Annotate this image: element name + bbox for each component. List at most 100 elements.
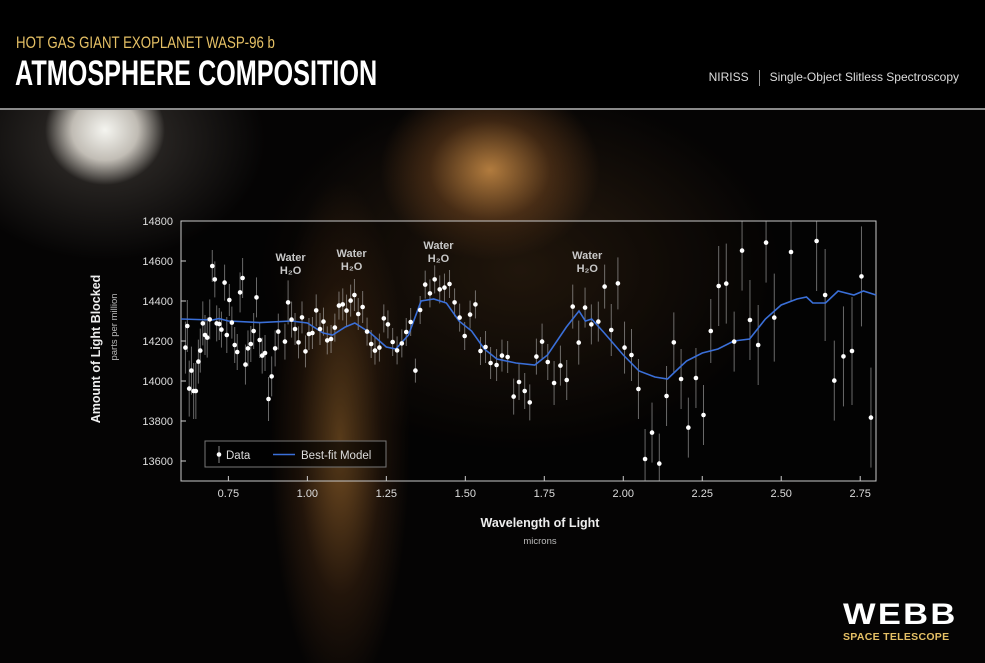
- data-point: [340, 302, 346, 307]
- data-point: [207, 317, 213, 322]
- legend: Data Best-fit Model: [204, 440, 387, 468]
- data-point: [622, 345, 627, 350]
- x-tick-label: 0.75: [218, 488, 239, 500]
- y-tick-label: 14800: [142, 216, 173, 228]
- data-point: [193, 388, 199, 394]
- data-point: [321, 319, 326, 324]
- webb-logo: WEBB SPACE TELESCOPE: [843, 600, 955, 644]
- data-point: [678, 376, 684, 382]
- y-tick-label: 14600: [142, 256, 173, 268]
- data-point: [708, 328, 714, 334]
- data-point: [642, 456, 648, 462]
- data-point: [219, 327, 224, 332]
- y-tick-label: 14400: [142, 296, 173, 308]
- data-point: [186, 386, 192, 391]
- data-point: [266, 396, 271, 402]
- y-axis-unit: parts per million: [109, 293, 120, 360]
- data-point: [417, 307, 423, 313]
- data-point: [272, 346, 278, 351]
- data-point: [499, 353, 505, 358]
- method-name: Single-Object Slitless Spectroscopy: [769, 70, 959, 85]
- best-fit-model-line: [180, 290, 877, 380]
- data-point: [257, 337, 262, 343]
- data-point: [545, 359, 551, 365]
- data-point: [251, 328, 256, 334]
- data-point: [788, 249, 794, 255]
- data-point: [306, 331, 312, 337]
- data-point: [332, 325, 338, 330]
- data-point: [467, 312, 473, 317]
- data-point: [197, 348, 203, 353]
- data-point: [336, 303, 342, 308]
- data-point: [303, 349, 308, 354]
- data-point: [368, 341, 374, 347]
- data-point: [686, 425, 691, 430]
- data-point: [222, 280, 227, 285]
- page-title: ATMOSPHERE COMPOSITION: [15, 54, 378, 93]
- logo-tagline: SPACE TELESCOPE: [843, 631, 950, 643]
- data-point: [248, 341, 254, 347]
- data-point: [185, 323, 190, 329]
- data-point: [649, 430, 655, 435]
- data-point: [289, 317, 294, 322]
- data-point: [596, 319, 601, 324]
- axes: 0.75 1.00 1.25 1.50 1.75 2.00 2.25 2.50 2.75 1360…: [142, 216, 871, 500]
- water-annotation-formula: H₂O: [428, 253, 450, 265]
- x-axis-label: Wavelength of Light: [481, 516, 601, 530]
- x-tick-label: 1.25: [376, 488, 397, 500]
- logo-wordmark: WEBB: [843, 598, 958, 631]
- data-point: [254, 295, 259, 300]
- data-point: [511, 394, 516, 399]
- data-point: [394, 348, 400, 353]
- data-point: [352, 292, 357, 298]
- data-point: [488, 360, 493, 366]
- data-point: [693, 375, 699, 381]
- data-point: [399, 341, 405, 346]
- data-point: [196, 359, 201, 364]
- data-point: [483, 344, 488, 350]
- data-point: [427, 291, 433, 296]
- data-point: [447, 281, 452, 287]
- water-annotation-formula: H₂O: [577, 263, 599, 275]
- water-annotation-label: Water: [337, 248, 368, 260]
- x-tick-label: 2.50: [771, 488, 792, 500]
- data-point: [189, 368, 194, 373]
- background-image: [0, 110, 985, 663]
- legend-model-label: Best-fit Model: [301, 450, 371, 462]
- data-point: [832, 378, 837, 383]
- data-point: [292, 326, 298, 332]
- x-tick-label: 1.50: [455, 488, 476, 500]
- data-point: [310, 330, 315, 336]
- data-point: [522, 388, 528, 394]
- data-point: [539, 339, 545, 344]
- data-point: [731, 339, 737, 344]
- data-point: [859, 274, 864, 279]
- water-annotation-formula: H₂O: [341, 261, 363, 273]
- x-tick-label: 1.00: [297, 488, 318, 500]
- water-annotation-label: Water: [572, 250, 603, 262]
- data-point: [615, 281, 621, 286]
- data-point: [755, 342, 761, 348]
- x-axis-unit: microns: [523, 536, 557, 547]
- data-point: [237, 290, 243, 295]
- data-point: [348, 298, 353, 303]
- data-point: [478, 348, 483, 354]
- data-point: [608, 327, 614, 333]
- instrument-name: NIRISS: [708, 70, 749, 85]
- data-point: [324, 338, 330, 343]
- data-point: [671, 340, 677, 345]
- data-point: [229, 320, 235, 325]
- data-point: [551, 380, 557, 386]
- data-point: [739, 248, 745, 253]
- data-point: [701, 412, 706, 418]
- data-point: [516, 379, 522, 385]
- data-point: [582, 305, 588, 310]
- y-tick-label: 13600: [142, 456, 173, 468]
- data-point: [183, 345, 188, 350]
- data-point: [276, 329, 281, 334]
- data-point: [372, 348, 378, 353]
- y-axis-label: Amount of Light Blocked: [89, 275, 103, 424]
- x-tick-label: 2.75: [849, 488, 870, 500]
- data-point: [224, 332, 230, 338]
